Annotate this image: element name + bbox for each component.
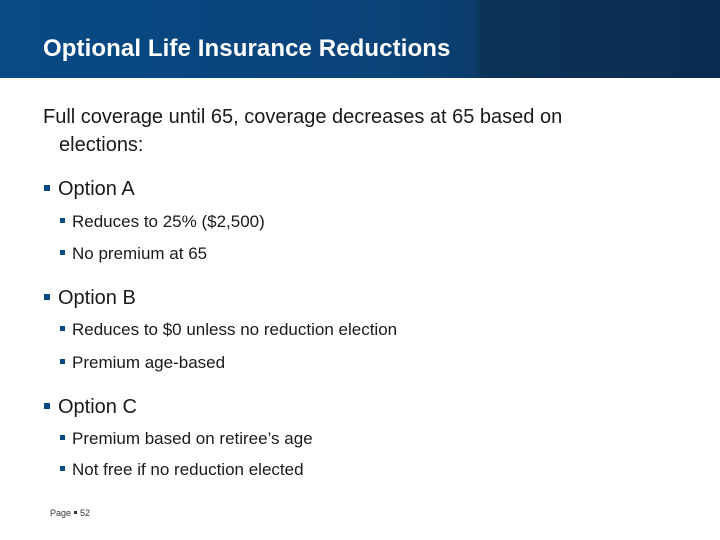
bullet-square-icon — [60, 218, 65, 224]
option-a-point-1: Reduces to 25% ($2,500) — [60, 211, 265, 233]
option-b-point-1-text: Reduces to $0 unless no reduction electi… — [72, 320, 398, 339]
option-c-point-2: Not free if no reduction elected — [60, 459, 304, 481]
page-footer: Page 52 — [50, 508, 90, 518]
bullet-square-icon — [60, 326, 65, 332]
option-c-label: Option C — [58, 396, 137, 418]
bullet-square-icon — [60, 466, 65, 472]
separator-dot-icon — [74, 511, 78, 515]
option-b-label: Option B — [58, 287, 136, 309]
option-b-point-2: Premium age-based — [60, 352, 225, 374]
slide-title: Optional Life Insurance Reductions — [43, 35, 451, 62]
title-bar-shade — [480, 0, 720, 78]
option-a-point-2-text: No premium at 65 — [72, 244, 208, 263]
bullet-square-icon — [60, 435, 65, 441]
option-c-point-1: Premium based on retiree’s age — [60, 428, 313, 450]
option-b-bullet: Option B — [44, 286, 136, 310]
option-a-label: Option A — [58, 178, 135, 200]
page-label: Page — [50, 508, 72, 518]
option-c-point-2-text: Not free if no reduction elected — [72, 460, 304, 479]
bullet-square-icon — [44, 293, 50, 300]
bullet-square-icon — [60, 359, 65, 365]
option-b-point-2-text: Premium age-based — [72, 353, 226, 372]
intro-line-1: Full coverage until 65, coverage decreas… — [43, 106, 563, 128]
intro-line-2: elections: — [59, 134, 144, 156]
page-number: 52 — [80, 508, 91, 518]
option-a-point-1-text: Reduces to 25% ($2,500) — [72, 212, 265, 231]
intro-text: Full coverage until 65, coverage decreas… — [43, 103, 693, 159]
option-a-bullet: Option A — [44, 177, 135, 201]
bullet-square-icon — [44, 184, 50, 191]
title-bar: Optional Life Insurance Reductions — [0, 0, 720, 78]
option-c-bullet: Option C — [44, 395, 137, 419]
option-c-point-1-text: Premium based on retiree’s age — [72, 429, 313, 448]
bullet-square-icon — [60, 250, 65, 256]
option-a-point-2: No premium at 65 — [60, 243, 207, 265]
bullet-square-icon — [44, 402, 50, 409]
option-b-point-1: Reduces to $0 unless no reduction electi… — [60, 319, 397, 341]
